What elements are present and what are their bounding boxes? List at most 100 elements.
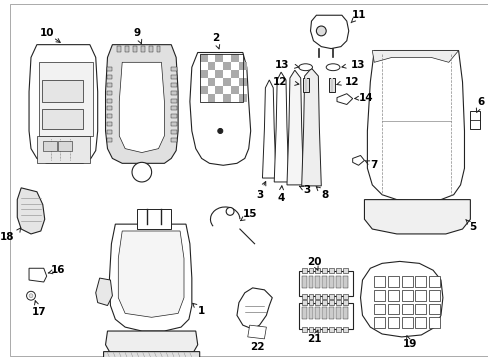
Bar xyxy=(401,290,412,301)
Ellipse shape xyxy=(325,64,339,71)
Bar xyxy=(137,210,171,229)
Bar xyxy=(342,307,347,319)
Text: 6: 6 xyxy=(477,96,484,107)
Bar xyxy=(342,327,347,332)
Polygon shape xyxy=(109,224,191,331)
Bar xyxy=(171,83,177,87)
Bar xyxy=(106,83,112,87)
Bar xyxy=(215,86,223,94)
Polygon shape xyxy=(286,70,303,185)
Bar xyxy=(401,303,412,314)
Polygon shape xyxy=(189,53,250,165)
Bar xyxy=(106,91,112,95)
Bar xyxy=(335,327,340,332)
Bar xyxy=(171,67,177,71)
Bar xyxy=(106,99,112,103)
Text: 13: 13 xyxy=(274,60,288,70)
Polygon shape xyxy=(360,261,442,337)
Polygon shape xyxy=(103,352,199,360)
Polygon shape xyxy=(96,278,112,306)
Bar xyxy=(322,268,326,273)
Bar xyxy=(148,46,152,51)
Bar xyxy=(223,78,231,86)
Bar xyxy=(171,107,177,111)
Bar xyxy=(106,75,112,79)
Bar xyxy=(342,268,347,273)
Bar xyxy=(415,317,426,328)
Bar xyxy=(106,138,112,142)
Bar xyxy=(301,294,306,299)
Bar xyxy=(302,78,308,92)
Bar xyxy=(239,62,246,70)
Bar xyxy=(171,75,177,79)
Circle shape xyxy=(132,162,151,182)
Bar xyxy=(315,327,320,332)
Bar xyxy=(373,303,384,314)
Bar xyxy=(42,141,57,150)
Bar xyxy=(401,317,412,328)
Bar xyxy=(215,70,223,78)
Bar xyxy=(335,300,340,305)
Text: 5: 5 xyxy=(468,222,476,232)
Polygon shape xyxy=(118,231,183,317)
Text: 22: 22 xyxy=(250,342,264,352)
Bar xyxy=(301,307,306,319)
Bar xyxy=(322,300,326,305)
Bar xyxy=(328,327,333,332)
Bar xyxy=(125,46,129,51)
Bar xyxy=(223,62,231,70)
Bar xyxy=(387,303,398,314)
Text: 18: 18 xyxy=(0,232,14,242)
Bar xyxy=(315,307,320,319)
Bar xyxy=(328,78,334,92)
Ellipse shape xyxy=(298,64,312,71)
Bar xyxy=(106,67,112,71)
Polygon shape xyxy=(366,50,464,202)
Text: 11: 11 xyxy=(350,10,365,20)
Bar xyxy=(207,62,215,70)
Bar xyxy=(207,78,215,86)
Bar xyxy=(171,138,177,142)
Circle shape xyxy=(226,207,234,215)
Bar xyxy=(59,141,72,150)
Polygon shape xyxy=(29,268,46,282)
Bar xyxy=(342,300,347,305)
Text: 16: 16 xyxy=(51,265,65,275)
Polygon shape xyxy=(105,45,178,163)
Bar xyxy=(335,307,340,319)
Text: 20: 20 xyxy=(306,257,321,267)
Bar xyxy=(387,290,398,301)
Bar xyxy=(308,268,313,273)
Polygon shape xyxy=(29,45,98,163)
Bar xyxy=(133,46,137,51)
Polygon shape xyxy=(301,68,321,186)
Bar xyxy=(308,327,313,332)
Text: 2: 2 xyxy=(211,33,219,43)
Bar xyxy=(231,54,239,62)
Bar xyxy=(401,276,412,287)
Polygon shape xyxy=(247,325,266,339)
Bar xyxy=(428,290,439,301)
Bar xyxy=(106,122,112,126)
Bar xyxy=(117,46,121,51)
Text: 14: 14 xyxy=(358,93,373,103)
Bar xyxy=(335,268,340,273)
Bar xyxy=(215,54,223,62)
Bar xyxy=(304,78,306,92)
Bar xyxy=(171,114,177,118)
Bar xyxy=(328,294,333,299)
Bar xyxy=(387,317,398,328)
Bar xyxy=(322,307,326,319)
Text: 3: 3 xyxy=(255,190,263,200)
Polygon shape xyxy=(37,136,90,163)
Bar xyxy=(342,294,347,299)
Bar xyxy=(223,94,231,102)
Bar xyxy=(301,300,306,305)
Bar xyxy=(308,307,313,319)
Bar xyxy=(308,300,313,305)
Bar xyxy=(415,290,426,301)
Bar xyxy=(106,130,112,134)
Bar xyxy=(335,294,340,299)
Polygon shape xyxy=(237,288,272,329)
Bar xyxy=(328,268,333,273)
